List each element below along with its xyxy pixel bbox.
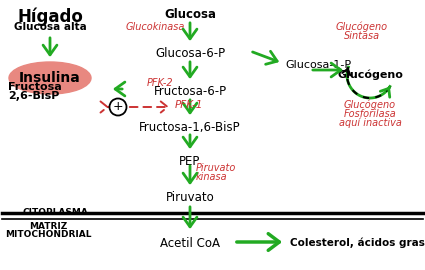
Text: +: + (113, 100, 123, 113)
Text: Glucosa-6-P: Glucosa-6-P (155, 47, 225, 60)
Text: Fructosa: Fructosa (8, 82, 62, 92)
Text: Fosforilasa: Fosforilasa (344, 109, 397, 119)
Text: Glucosa alta: Glucosa alta (14, 22, 86, 32)
Text: Colesterol, ácidos grasos, etc.: Colesterol, ácidos grasos, etc. (290, 238, 425, 248)
Text: MATRIZ: MATRIZ (29, 222, 67, 231)
Text: Glucógeno: Glucógeno (336, 22, 388, 32)
Text: Piruvato: Piruvato (196, 163, 236, 173)
Text: Fructosa-1,6-BisP: Fructosa-1,6-BisP (139, 121, 241, 134)
Text: Glucokinasa: Glucokinasa (126, 22, 185, 32)
Text: Piruvato: Piruvato (166, 191, 214, 204)
Text: Hígado: Hígado (17, 8, 83, 26)
Text: Acetil CoA: Acetil CoA (160, 237, 220, 250)
Text: Glucógeno: Glucógeno (337, 70, 403, 80)
Text: 2,6-BisP: 2,6-BisP (8, 91, 60, 101)
Ellipse shape (9, 62, 91, 94)
Text: Glucosa-1-P: Glucosa-1-P (285, 60, 351, 70)
Text: MITOCHONDRIAL: MITOCHONDRIAL (5, 230, 91, 239)
Text: PFK-2: PFK-2 (147, 78, 173, 88)
Text: PEP: PEP (179, 155, 201, 168)
Text: Glucosa: Glucosa (164, 8, 216, 21)
Text: Fructosa-6-P: Fructosa-6-P (153, 85, 227, 98)
Text: aquí inactiva: aquí inactiva (339, 118, 402, 129)
Text: PFK-1: PFK-1 (175, 100, 204, 110)
Text: CITOPLASMA: CITOPLASMA (22, 208, 88, 217)
Text: kinasa: kinasa (196, 172, 228, 182)
Text: Insulina: Insulina (19, 71, 81, 85)
Circle shape (110, 99, 127, 116)
Text: Glucógeno: Glucógeno (344, 100, 396, 110)
Text: Sintasa: Sintasa (344, 31, 380, 41)
